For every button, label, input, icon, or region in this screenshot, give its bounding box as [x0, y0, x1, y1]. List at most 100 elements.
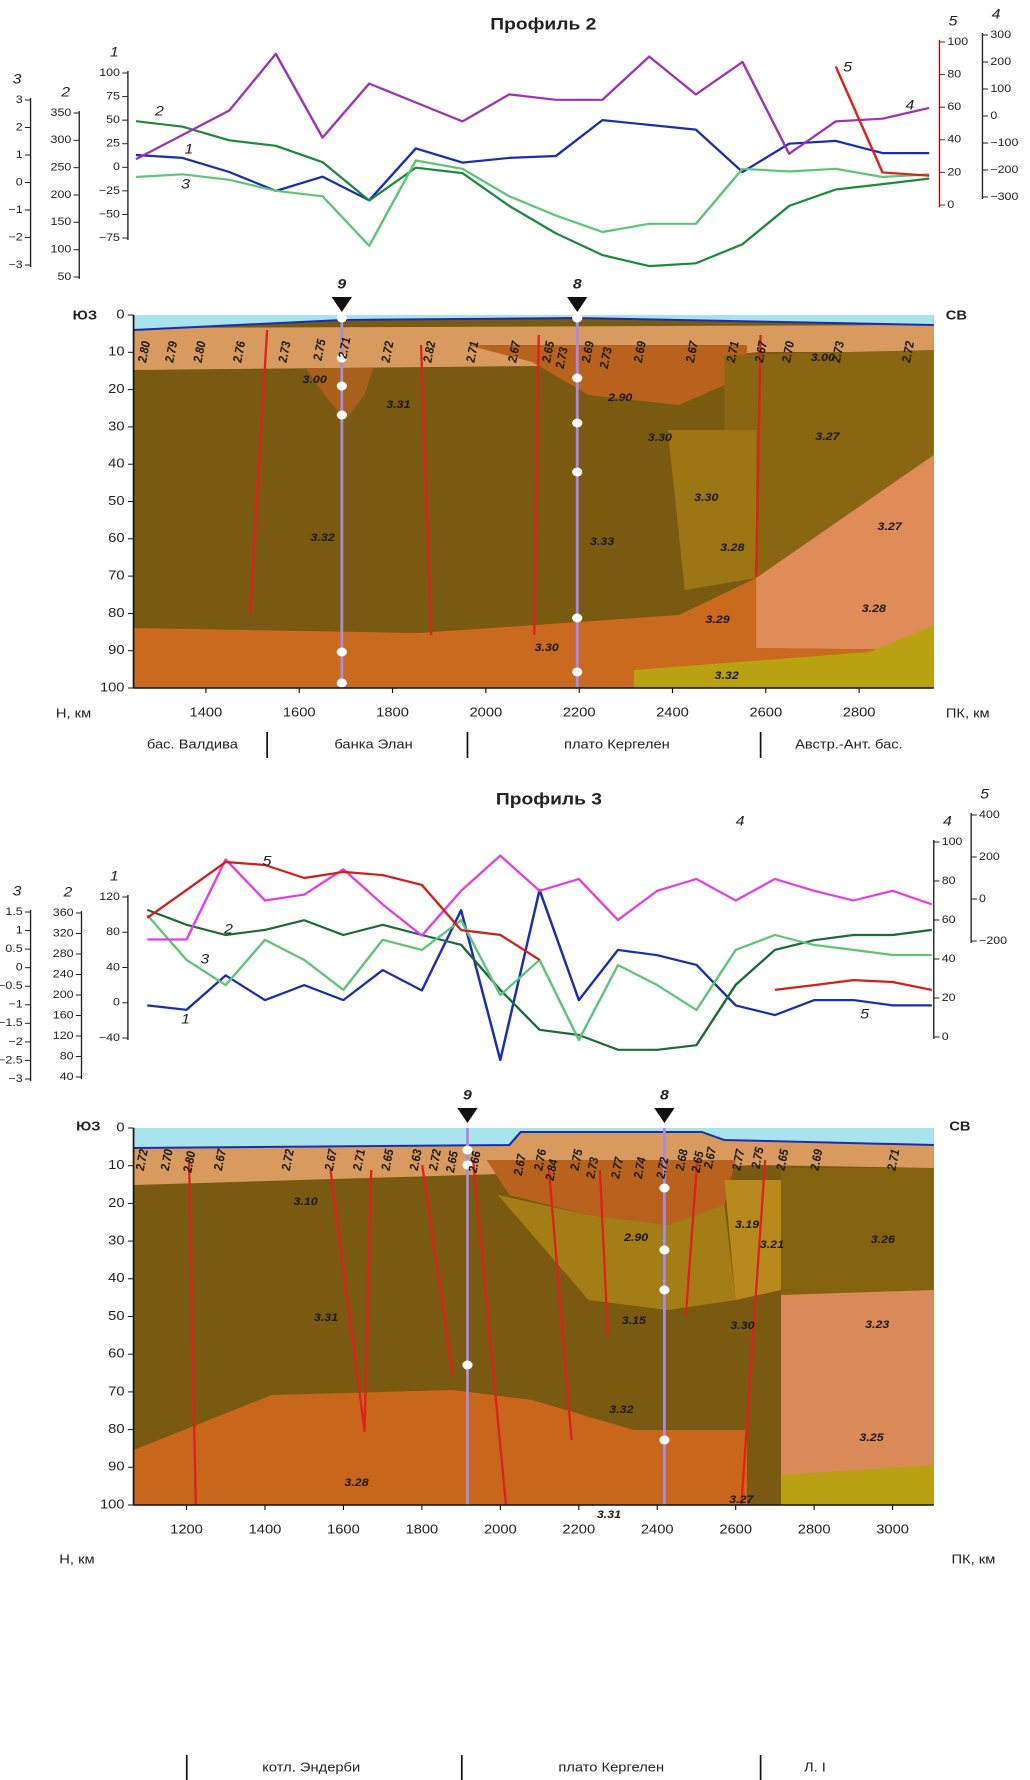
- tick-label: −2: [8, 231, 22, 243]
- density-label: 2.67: [506, 340, 524, 365]
- fault: [187, 1159, 197, 1506]
- tick-label: 20: [947, 166, 961, 178]
- layer: [724, 350, 934, 580]
- density-label: 2.72: [133, 1148, 151, 1173]
- tick-label: −100: [990, 137, 1019, 149]
- y-tick-label: 70: [108, 567, 125, 582]
- density-label: 3.27: [729, 1494, 754, 1506]
- x-axis-label: ПК, км: [951, 1551, 995, 1566]
- density-label: 2.82: [421, 340, 439, 365]
- tick-label: 50: [57, 271, 71, 283]
- y-tick-label: 50: [108, 493, 125, 508]
- density-label: 2.73: [553, 346, 571, 371]
- curve-label: 4: [905, 98, 914, 114]
- density-label: 3.28: [344, 1477, 369, 1489]
- well-point: [572, 373, 583, 383]
- density-label: 3.10: [293, 1196, 318, 1208]
- y-tick-label: 40: [108, 1270, 125, 1285]
- curve-label: 5: [843, 60, 853, 76]
- tick-label: −200: [990, 164, 1019, 176]
- x-tick-label: 2400: [656, 704, 689, 719]
- density-label: 2.73: [276, 340, 294, 365]
- well-point: [336, 647, 347, 657]
- curve: [135, 119, 930, 202]
- y-tick-label: 60: [108, 1345, 125, 1360]
- tick-label: −75: [99, 232, 121, 244]
- layer: [667, 430, 757, 590]
- density-label: 2.69: [579, 340, 597, 365]
- well-point: [462, 1160, 473, 1170]
- tick-label: 240: [53, 968, 74, 980]
- density-label: 2.67: [701, 1146, 719, 1171]
- density-label: 3.21: [760, 1239, 784, 1251]
- layer: [756, 455, 934, 650]
- y-tick-label: 30: [108, 418, 125, 433]
- y-axis-label: Н, км: [56, 705, 91, 720]
- density-label: 3.32: [715, 670, 740, 682]
- tick-label: 200: [51, 189, 72, 201]
- fault: [419, 344, 433, 636]
- tick-label: −3: [8, 259, 23, 271]
- density-label: 2.67: [211, 1148, 229, 1173]
- well-marker: [654, 1108, 675, 1123]
- tick-label: 300: [51, 134, 72, 146]
- y-tick-label: 40: [108, 455, 125, 470]
- x-tick-label: 2800: [798, 1521, 831, 1536]
- tick-label: −1.5: [0, 1017, 23, 1029]
- well-name: 8: [573, 277, 583, 293]
- well-point: [572, 418, 583, 428]
- density-label: 2.75: [568, 1148, 586, 1173]
- x-tick-label: 1200: [170, 1521, 203, 1536]
- curve-label: 3: [200, 952, 210, 968]
- side-label: ЮЗ: [76, 1118, 101, 1133]
- density-label: 2.69: [631, 340, 649, 365]
- density-label: 2.67: [752, 340, 770, 365]
- layer: [133, 315, 934, 330]
- tick-label: 0.5: [5, 943, 23, 955]
- tick-label: 250: [51, 161, 72, 173]
- panel-title: Профиль 2: [490, 15, 596, 34]
- x-tick-label: 2200: [563, 704, 596, 719]
- tick-label: 200: [990, 56, 1011, 68]
- tick-label: 0: [113, 161, 120, 173]
- tick-label: −25: [99, 184, 121, 196]
- density-label: 3.25: [859, 1432, 884, 1444]
- density-label: 2.73: [584, 1156, 602, 1181]
- density-label: 3.00: [811, 352, 836, 364]
- layer: [133, 1132, 934, 1185]
- density-label: 2.68: [673, 1148, 691, 1173]
- density-label: 3.31: [597, 1509, 621, 1521]
- fault: [598, 1169, 609, 1336]
- density-label: 2.65: [774, 1148, 792, 1173]
- region-label: Австр.-Ант. бас.: [795, 736, 903, 751]
- y-tick-label: 30: [108, 1232, 125, 1247]
- tick-label: 40: [942, 953, 956, 965]
- tick-label: −1: [8, 998, 22, 1010]
- seabed: [133, 1131, 934, 1149]
- density-label: 2.72: [899, 340, 917, 365]
- tick-label: 160: [53, 1009, 74, 1021]
- well-point: [659, 1285, 670, 1295]
- tick-label: −40: [99, 1032, 121, 1044]
- tick-label: 100: [947, 36, 968, 48]
- y-axis-label: Н, км: [59, 1551, 94, 1566]
- fault: [740, 1159, 767, 1506]
- x-tick-label: 2800: [843, 704, 876, 719]
- density-label: 3.31: [314, 1312, 338, 1324]
- x-tick-label: 2600: [749, 704, 782, 719]
- density-label: 2.70: [158, 1148, 176, 1173]
- density-label: 2.76: [532, 1148, 550, 1173]
- tick-label: 100: [942, 836, 963, 848]
- density-label: 2.74: [631, 1156, 649, 1181]
- density-label: 3.00: [303, 374, 328, 386]
- curve: [146, 860, 933, 991]
- density-label: 2.63: [407, 1148, 425, 1173]
- fault: [329, 1169, 366, 1431]
- density-label: 3.28: [862, 603, 887, 615]
- density-label: 2.84: [543, 1158, 561, 1183]
- density-label: 3.26: [871, 1234, 896, 1246]
- layer: [780, 1465, 934, 1505]
- axis-name: 5: [949, 14, 959, 30]
- tick-label: 0: [16, 961, 23, 973]
- tick-label: 60: [947, 101, 961, 113]
